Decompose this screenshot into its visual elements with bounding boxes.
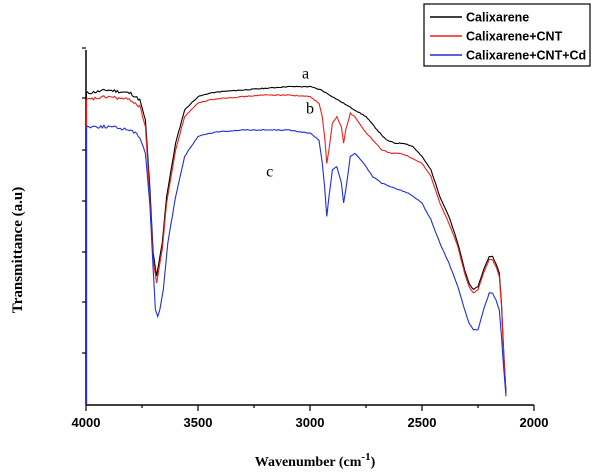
x-tick-label: 3500	[184, 415, 213, 430]
curve-label-a: a	[302, 65, 309, 82]
x-tick-label: 2000	[520, 415, 549, 430]
x-tick-label: 2500	[408, 415, 437, 430]
legend-label-2: Calixarene+CNT	[466, 30, 563, 44]
legend: Calixarene Calixarene+CNT Calixarene+CNT+C…	[423, 3, 591, 67]
x-tick-label: 4000	[72, 415, 101, 430]
y-axis-title: Transmittance (a.u)	[10, 187, 26, 313]
annotations: a b c	[266, 65, 314, 180]
x-axis-title: Wavenumber (cm-1)	[255, 451, 376, 470]
series-group	[85, 85, 507, 405]
series-line-2	[85, 93, 507, 394]
y-ticks	[82, 47, 86, 354]
legend-label-3: Calixarene+CNT+Cd	[466, 49, 586, 63]
series-line-3	[85, 124, 507, 397]
legend-label-1: Calixarene	[466, 11, 529, 25]
x-ticks: 4000 3500 3000 2500 2000	[72, 405, 549, 430]
curve-label-c: c	[266, 164, 273, 181]
curve-label-b: b	[306, 100, 314, 117]
plot-area: 4000 3500 3000 2500 2000 a b c	[72, 47, 549, 430]
series-line-1	[85, 85, 507, 394]
x-tick-label: 3000	[296, 415, 325, 430]
